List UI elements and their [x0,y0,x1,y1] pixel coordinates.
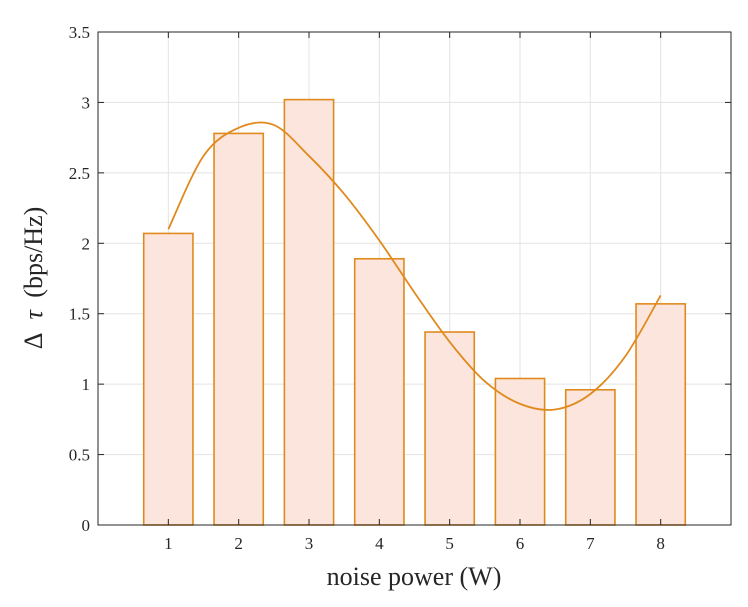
y-tick-label: 2 [82,234,91,253]
x-tick-label: 7 [586,534,595,553]
x-tick-label: 2 [234,534,243,553]
y-axis-label-delta: Δ [19,333,48,349]
x-tick-label: 1 [164,534,173,553]
fit-curve-line [167,121,662,411]
bars [142,98,687,526]
axes [97,31,732,526]
bar [494,377,546,526]
y-axis-label-unit: (bps/Hz) [19,207,48,298]
x-tick-label: 5 [445,534,454,553]
y-tick-label: 3 [82,93,91,112]
axes-box [97,31,732,526]
y-axis-label: Δ τ (bps/Hz) [19,207,48,350]
x-tick-label: 6 [516,534,525,553]
bar [424,331,476,526]
bar [564,388,616,526]
y-tick-label: 0.5 [69,446,90,465]
x-axis-label: noise power (W) [327,562,502,591]
bar [142,232,194,526]
bar [353,257,405,526]
y-tick-label: 3.5 [69,23,90,42]
y-tick-label: 1 [82,375,91,394]
bar [635,303,687,526]
x-tick-label: 3 [305,534,314,553]
tick-labels: 1 2 3 4 5 6 7 8 0 0.5 1 1.5 2 2.5 3 3.5 [69,23,665,553]
y-tick-label: 2.5 [69,164,90,183]
y-axis-label-tau: τ [19,309,48,320]
fit-curve [167,121,662,411]
x-tick-label: 8 [656,534,665,553]
x-tick-label: 4 [375,534,384,553]
bar [213,132,265,526]
grid-lines [98,31,731,526]
bar [283,98,335,526]
y-tick-label: 1.5 [69,305,90,324]
y-tick-label: 0 [82,516,91,535]
